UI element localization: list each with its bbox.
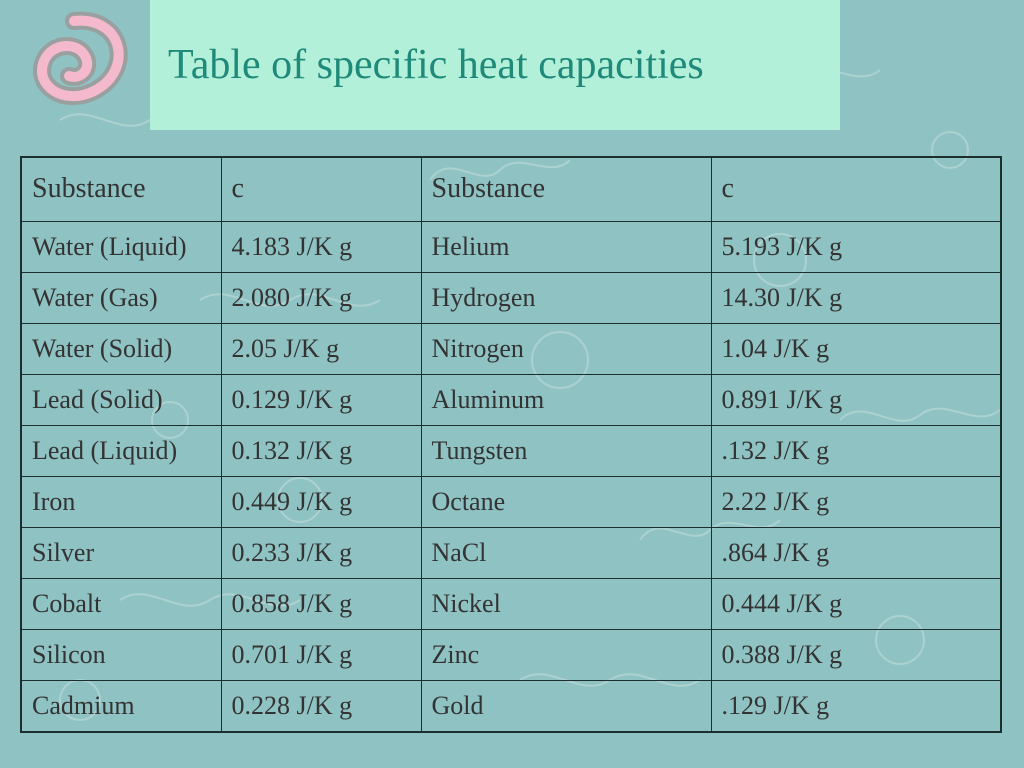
col-header-substance-left: Substance [21,157,221,221]
swirl-icon [14,6,144,136]
cell-substance: Water (Gas) [21,272,221,323]
cell-value: 0.444 J/K g [711,578,1001,629]
cell-substance: Lead (Solid) [21,374,221,425]
cell-substance: Helium [421,221,711,272]
cell-value: 4.183 J/K g [221,221,421,272]
cell-substance: Silicon [21,629,221,680]
table-row: Cobalt 0.858 J/K g Nickel 0.444 J/K g [21,578,1001,629]
cell-value: 2.22 J/K g [711,476,1001,527]
table-row: Water (Solid) 2.05 J/K g Nitrogen 1.04 J… [21,323,1001,374]
cell-value: 0.132 J/K g [221,425,421,476]
cell-substance: Octane [421,476,711,527]
cell-value: 14.30 J/K g [711,272,1001,323]
cell-substance: Silver [21,527,221,578]
cell-substance: Cadmium [21,680,221,732]
cell-value: 5.193 J/K g [711,221,1001,272]
page-title: Table of specific heat capacities [168,41,704,89]
table-header-row: Substance c Substance c [21,157,1001,221]
cell-substance: Zinc [421,629,711,680]
cell-value: 1.04 J/K g [711,323,1001,374]
cell-value: 0.891 J/K g [711,374,1001,425]
cell-substance: Hydrogen [421,272,711,323]
col-header-c-right: c [711,157,1001,221]
cell-value: 0.129 J/K g [221,374,421,425]
cell-substance: Tungsten [421,425,711,476]
cell-substance: Lead (Liquid) [21,425,221,476]
cell-value: 0.858 J/K g [221,578,421,629]
cell-substance: Aluminum [421,374,711,425]
cell-substance: Water (Liquid) [21,221,221,272]
table-row: Silver 0.233 J/K g NaCl .864 J/K g [21,527,1001,578]
cell-substance: Gold [421,680,711,732]
table-row: Lead (Solid) 0.129 J/K g Aluminum 0.891 … [21,374,1001,425]
cell-substance: Nitrogen [421,323,711,374]
cell-value: 0.233 J/K g [221,527,421,578]
cell-value: 0.701 J/K g [221,629,421,680]
col-header-substance-right: Substance [421,157,711,221]
heat-capacity-table: Substance c Substance c Water (Liquid) 4… [20,156,1002,733]
table-row: Silicon 0.701 J/K g Zinc 0.388 J/K g [21,629,1001,680]
cell-value: 0.449 J/K g [221,476,421,527]
table-row: Lead (Liquid) 0.132 J/K g Tungsten .132 … [21,425,1001,476]
cell-value: 0.388 J/K g [711,629,1001,680]
cell-substance: Nickel [421,578,711,629]
cell-value: 2.05 J/K g [221,323,421,374]
cell-substance: NaCl [421,527,711,578]
cell-value: 0.228 J/K g [221,680,421,732]
cell-value: .129 J/K g [711,680,1001,732]
cell-value: 2.080 J/K g [221,272,421,323]
cell-value: .864 J/K g [711,527,1001,578]
table-row: Water (Gas) 2.080 J/K g Hydrogen 14.30 J… [21,272,1001,323]
cell-substance: Cobalt [21,578,221,629]
table-row: Cadmium 0.228 J/K g Gold .129 J/K g [21,680,1001,732]
cell-substance: Water (Solid) [21,323,221,374]
table-row: Water (Liquid) 4.183 J/K g Helium 5.193 … [21,221,1001,272]
col-header-c-left: c [221,157,421,221]
table-row: Iron 0.449 J/K g Octane 2.22 J/K g [21,476,1001,527]
cell-substance: Iron [21,476,221,527]
title-bar: Table of specific heat capacities [150,0,840,130]
cell-value: .132 J/K g [711,425,1001,476]
